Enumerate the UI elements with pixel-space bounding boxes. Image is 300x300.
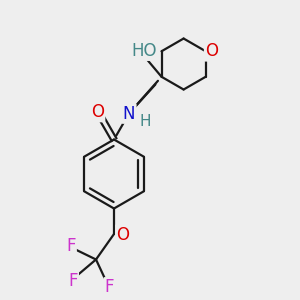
Text: H: H: [140, 113, 151, 128]
Text: F: F: [105, 278, 114, 296]
Text: F: F: [66, 237, 76, 255]
Text: F: F: [68, 272, 78, 290]
Text: N: N: [123, 104, 135, 122]
Text: O: O: [205, 42, 218, 60]
Text: O: O: [91, 103, 104, 121]
Text: O: O: [116, 226, 130, 244]
Text: HO: HO: [131, 42, 156, 60]
